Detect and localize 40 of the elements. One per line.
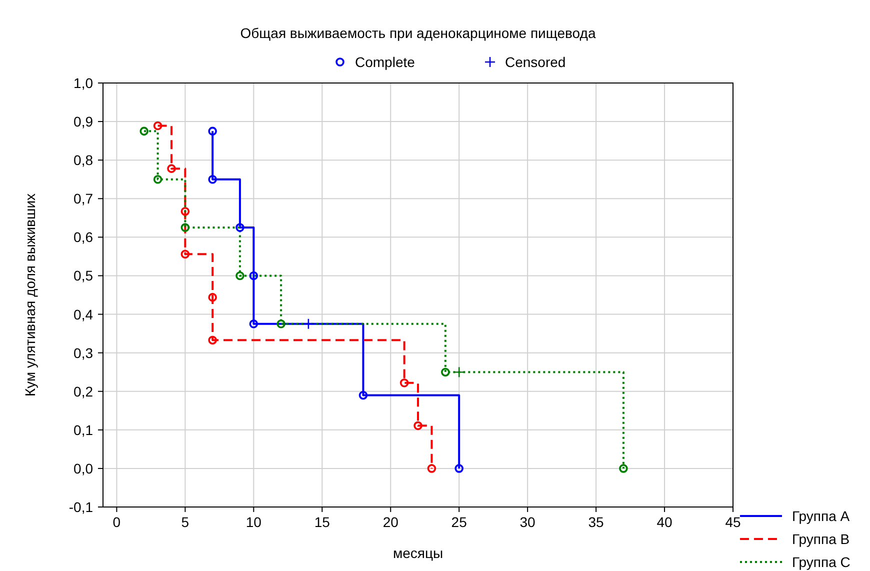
point bbox=[153, 121, 162, 130]
x-tick-label: 15 bbox=[314, 514, 330, 530]
point bbox=[167, 164, 176, 173]
legend-label: Censored bbox=[505, 54, 566, 70]
x-tick-label: 40 bbox=[656, 514, 673, 530]
x-tick-label: 45 bbox=[725, 514, 741, 530]
y-tick-label: 0,3 bbox=[74, 344, 94, 361]
x-tick-label: 0 bbox=[112, 514, 121, 530]
point bbox=[208, 336, 217, 344]
point bbox=[427, 464, 436, 473]
y-tick-label: 0,7 bbox=[74, 190, 94, 207]
y-tick-label: 0,2 bbox=[74, 383, 94, 400]
x-tick-label: 25 bbox=[451, 514, 468, 530]
point bbox=[414, 421, 422, 430]
x-tick-label: 30 bbox=[520, 514, 536, 530]
point bbox=[302, 318, 314, 330]
x-tick-label: 10 bbox=[246, 514, 262, 530]
legend-label: Группа A bbox=[792, 508, 850, 524]
legend-label: Complete bbox=[355, 54, 416, 70]
y-tick-label: 0,0 bbox=[74, 460, 94, 476]
y-tick-label: -0,1 bbox=[68, 499, 94, 515]
legend-label: Группа C bbox=[792, 554, 850, 570]
y-tick-label: 1,0 bbox=[74, 75, 94, 91]
y-axis-title: Кум улятивная доля выживших bbox=[22, 193, 38, 397]
y-tick-label: 0,9 bbox=[74, 114, 94, 130]
x-tick-label: 35 bbox=[588, 514, 604, 530]
y-tick-label: 0,6 bbox=[74, 229, 94, 246]
y-tick-label: 0,5 bbox=[74, 268, 94, 284]
chart-title: Общая выживаемость при аденокарциноме пищевода bbox=[240, 25, 596, 41]
point bbox=[400, 378, 409, 388]
x-tick-label: 20 bbox=[382, 514, 399, 530]
point bbox=[180, 250, 190, 259]
y-tick-label: 0,4 bbox=[74, 306, 94, 322]
legend-label: Группа B bbox=[792, 531, 850, 547]
point bbox=[180, 206, 190, 216]
point bbox=[208, 292, 217, 302]
y-tick-label: 0,8 bbox=[74, 152, 94, 168]
x-tick-label: 5 bbox=[181, 514, 190, 530]
x-axis-title: месяцы bbox=[392, 545, 444, 561]
y-tick-label: 0,1 bbox=[74, 422, 94, 438]
